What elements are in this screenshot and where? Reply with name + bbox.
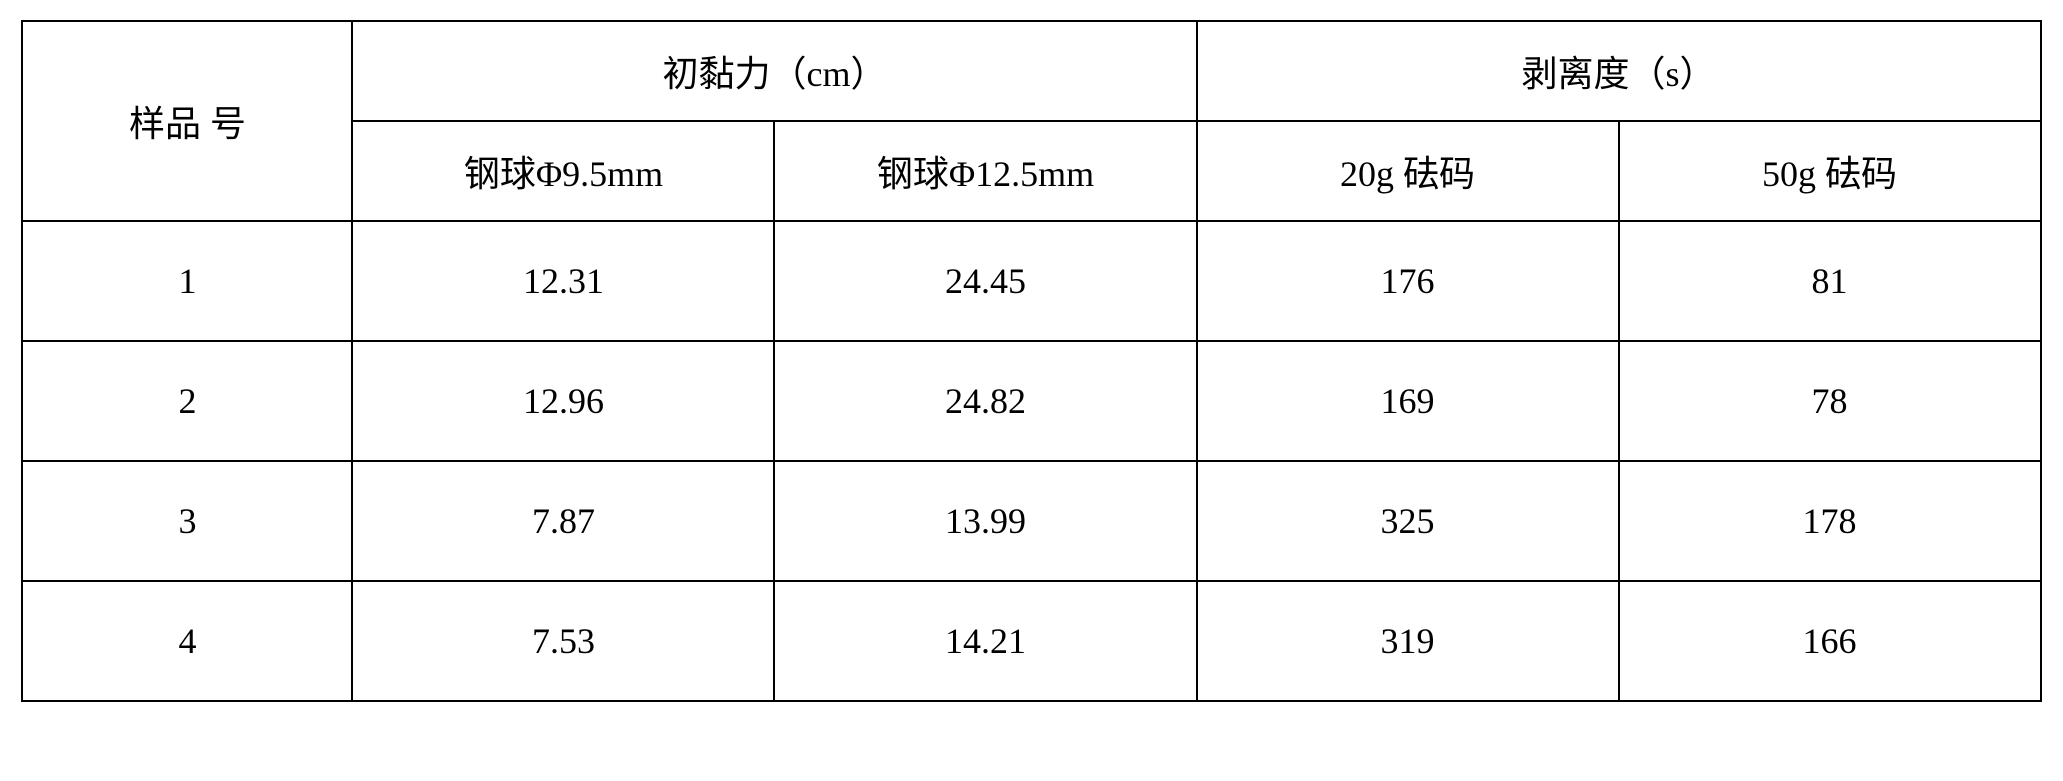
cell-ball-9-5: 12.31 (352, 221, 774, 341)
table-row: 2 12.96 24.82 169 78 (22, 341, 2040, 461)
cell-weight-50g: 166 (1619, 581, 2041, 701)
cell-ball-12-5: 14.21 (774, 581, 1196, 701)
table-row: 4 7.53 14.21 319 166 (22, 581, 2040, 701)
cell-ball-9-5: 7.53 (352, 581, 774, 701)
cell-sample: 1 (22, 221, 352, 341)
header-initial-tack: 初黏力（cm） (352, 21, 1196, 121)
table-row: 3 7.87 13.99 325 178 (22, 461, 2040, 581)
cell-ball-12-5: 13.99 (774, 461, 1196, 581)
cell-weight-50g: 78 (1619, 341, 2041, 461)
cell-weight-20g: 319 (1197, 581, 1619, 701)
cell-ball-9-5: 7.87 (352, 461, 774, 581)
cell-weight-50g: 81 (1619, 221, 2041, 341)
header-peel-strength: 剥离度（s） (1197, 21, 2041, 121)
cell-ball-9-5: 12.96 (352, 341, 774, 461)
header-sample-no: 样品 号 (22, 21, 352, 221)
cell-weight-50g: 178 (1619, 461, 2041, 581)
data-table: 样品 号 初黏力（cm） 剥离度（s） 钢球Φ9.5mm 钢球Φ12.5mm 2… (21, 20, 2041, 702)
cell-weight-20g: 169 (1197, 341, 1619, 461)
cell-ball-12-5: 24.45 (774, 221, 1196, 341)
cell-weight-20g: 176 (1197, 221, 1619, 341)
cell-sample: 2 (22, 341, 352, 461)
cell-sample: 4 (22, 581, 352, 701)
subheader-ball-9-5: 钢球Φ9.5mm (352, 121, 774, 221)
subheader-ball-12-5: 钢球Φ12.5mm (774, 121, 1196, 221)
cell-weight-20g: 325 (1197, 461, 1619, 581)
table-row: 1 12.31 24.45 176 81 (22, 221, 2040, 341)
cell-sample: 3 (22, 461, 352, 581)
subheader-weight-20g: 20g 砝码 (1197, 121, 1619, 221)
subheader-weight-50g: 50g 砝码 (1619, 121, 2041, 221)
cell-ball-12-5: 24.82 (774, 341, 1196, 461)
